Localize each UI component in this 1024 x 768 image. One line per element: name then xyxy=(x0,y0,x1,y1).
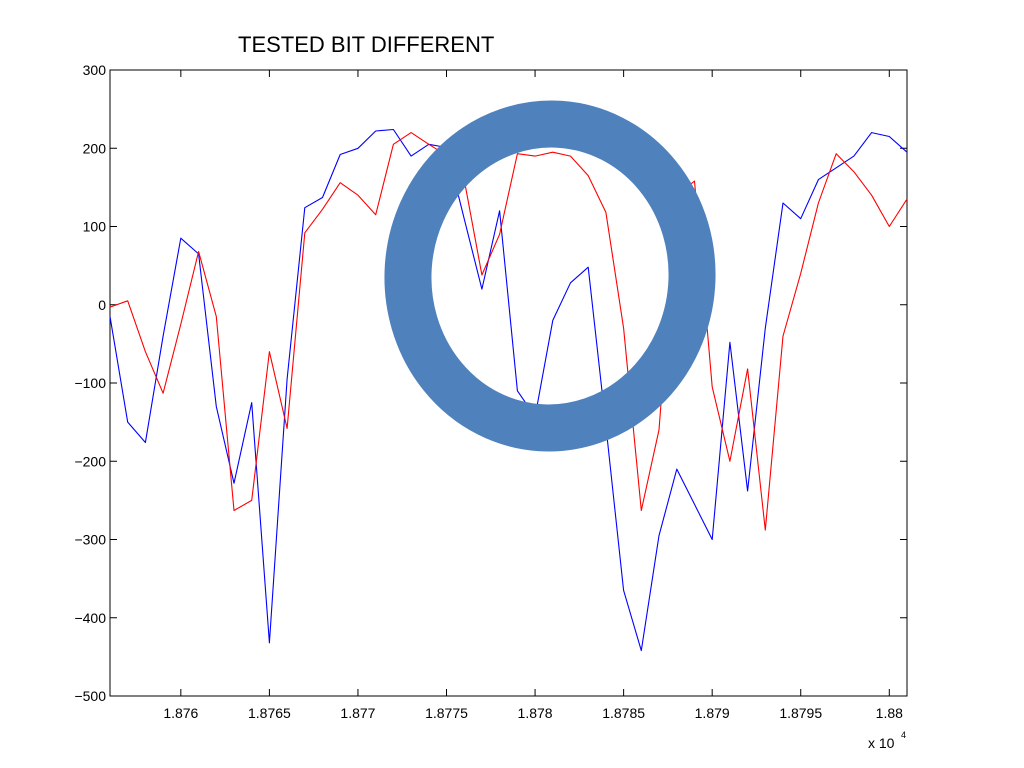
x-tick-label: 1.8765 xyxy=(248,705,291,721)
x-tick-label: 1.877 xyxy=(340,705,375,721)
series-line-2 xyxy=(109,132,908,531)
y-tick-label: −200 xyxy=(74,453,106,469)
y-tick-label: 200 xyxy=(83,140,107,156)
y-tick-label: −400 xyxy=(74,610,106,626)
x-tick-label: 1.879 xyxy=(695,705,730,721)
y-axis: 300 200 100 0 −100 −200 −300 −400 −500 xyxy=(74,62,907,704)
y-tick-label: 100 xyxy=(83,219,107,235)
x-tick-label: 1.8785 xyxy=(602,705,645,721)
y-tick-label: −300 xyxy=(74,532,106,548)
chart-title: TESTED BIT DIFFERENT xyxy=(238,32,494,57)
overlay-layer xyxy=(384,100,716,452)
x-tick-label: 1.88 xyxy=(876,705,903,721)
x-tick-label: 1.876 xyxy=(163,705,198,721)
x-multiplier-exponent: 4 xyxy=(901,730,906,740)
x-tick-label: 1.8775 xyxy=(425,705,468,721)
y-tick-label: −100 xyxy=(74,375,106,391)
series-layer xyxy=(109,128,908,652)
plot-area xyxy=(109,69,908,697)
y-tick-label: 0 xyxy=(98,297,106,313)
x-multiplier-label: x 10 xyxy=(868,735,895,751)
y-tick-label: 300 xyxy=(83,62,107,78)
x-axis: 1.876 1.8765 1.877 1.8775 1.878 1.8785 1.879 1.… xyxy=(163,70,903,721)
series-line-1 xyxy=(109,128,908,652)
x-tick-label: 1.878 xyxy=(518,705,553,721)
x-tick-label: 1.8795 xyxy=(779,705,822,721)
overlay-letter-o xyxy=(384,100,716,452)
y-tick-label: −500 xyxy=(74,688,106,704)
